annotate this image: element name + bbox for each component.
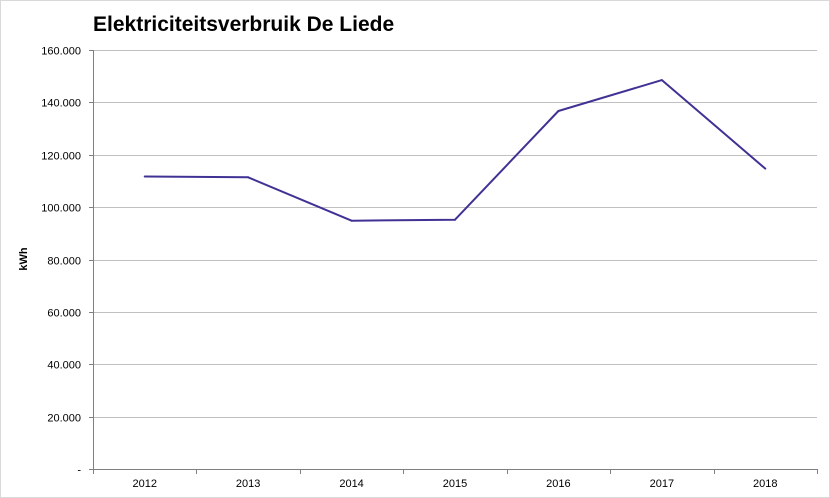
axes bbox=[89, 50, 818, 474]
gridlines bbox=[93, 50, 817, 418]
y-tick-label: 160.000 bbox=[41, 46, 81, 58]
x-tick-label: 2018 bbox=[753, 478, 777, 490]
data-point bbox=[247, 176, 250, 179]
data-point bbox=[350, 219, 353, 222]
x-tick-label: 2017 bbox=[650, 478, 674, 490]
y-axis-title: kWh bbox=[18, 247, 30, 271]
x-tick-label: 2013 bbox=[236, 478, 260, 490]
data-point bbox=[660, 79, 663, 82]
data-point bbox=[454, 218, 456, 221]
data-point bbox=[764, 167, 767, 170]
chart-title: Elektriciteitsverbruik De Liede bbox=[93, 13, 395, 36]
data-point bbox=[557, 110, 560, 113]
series-line bbox=[144, 79, 766, 222]
series-layer bbox=[143, 79, 767, 222]
y-tick-label: 20.000 bbox=[47, 413, 81, 425]
y-tick-labels: - 20.000 40.000 60.000 80.000 100.000 120.000 1… bbox=[41, 46, 81, 477]
y-tick-label: 120.000 bbox=[41, 151, 81, 163]
x-tick-label: 2014 bbox=[339, 478, 363, 490]
x-tick-label: 2012 bbox=[132, 478, 156, 490]
x-tick-label: 2015 bbox=[443, 478, 467, 490]
x-tick-label: 2016 bbox=[546, 478, 570, 490]
x-tick-labels: 2012 2013 2014 2015 2016 2017 2018 bbox=[132, 478, 777, 490]
data-point bbox=[143, 175, 146, 178]
y-tick-label: 140.000 bbox=[41, 98, 81, 110]
y-tick-label: - bbox=[77, 465, 81, 477]
y-tick-label: 60.000 bbox=[47, 308, 81, 320]
y-tick-label: 100.000 bbox=[41, 203, 81, 215]
y-tick-label: 40.000 bbox=[47, 360, 81, 372]
y-tick-label: 80.000 bbox=[47, 256, 81, 268]
